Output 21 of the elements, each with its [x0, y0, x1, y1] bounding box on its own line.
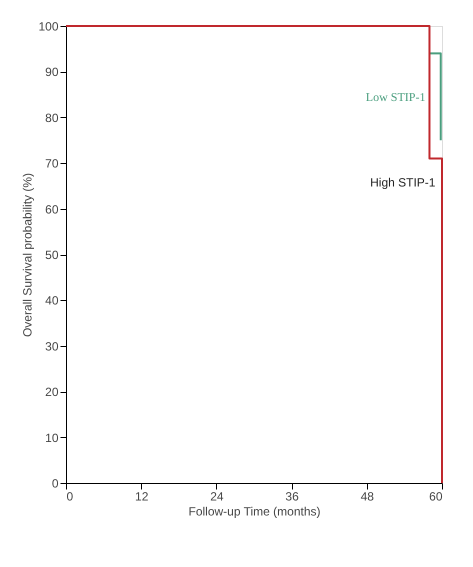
y-tick-label: 20 — [45, 385, 59, 400]
y-tick-label: 40 — [45, 294, 59, 308]
y-tick-label: 0 — [52, 476, 59, 490]
x-tick-label: 60 — [429, 490, 443, 504]
x-tick-label: 48 — [360, 490, 374, 504]
x-tick-label: 0 — [66, 490, 74, 504]
y-tick-label: 90 — [45, 65, 59, 80]
y-tick-label: 30 — [45, 339, 59, 354]
y-tick-label: 70 — [45, 156, 59, 171]
y-tick-label: 80 — [45, 110, 59, 125]
x-tick-label: 12 — [135, 490, 149, 504]
series-label: High STIP-1 — [370, 176, 436, 190]
series-label: Low STIP-1 — [366, 90, 426, 104]
y-tick-label: 60 — [45, 202, 59, 216]
x-tick-label: 24 — [210, 490, 224, 504]
y-tick-label: 50 — [45, 248, 59, 262]
x-axis-title: Follow-up Time (months) — [188, 504, 321, 518]
x-tick-label: 36 — [285, 490, 300, 504]
y-tick-label: 10 — [45, 430, 59, 445]
y-axis-title: Overall Survival probability (%) — [20, 172, 34, 338]
y-tick-label: 100 — [38, 20, 59, 34]
